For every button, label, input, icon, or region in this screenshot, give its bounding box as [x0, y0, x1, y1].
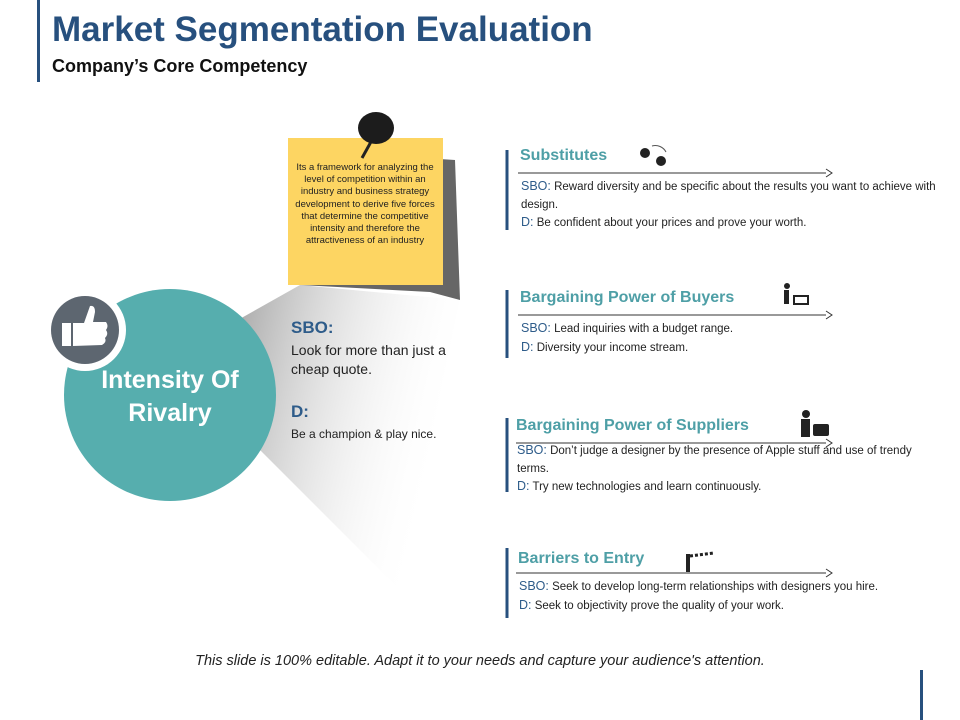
- d-label: D:: [517, 479, 530, 493]
- note-text: Its a framework for analyzing the level …: [295, 162, 435, 247]
- sbo-line: SBO: Reward diversity and be specific ab…: [521, 178, 941, 214]
- footer: This slide is 100% editable. Adapt it to…: [195, 653, 765, 669]
- sbo-label: SBO:: [521, 321, 551, 335]
- d-text: Diversity your income stream.: [536, 341, 689, 354]
- footer-bar: [920, 670, 923, 720]
- sbo-label: SBO:: [517, 443, 547, 457]
- sbo-line: SBO: Lead inquiries with a budget range.: [521, 320, 941, 339]
- sbo-label: SBO:: [519, 579, 549, 593]
- d-label: D:: [519, 597, 532, 612]
- d-line: D: Be confident about your prices and pr…: [521, 214, 941, 233]
- sbo-text: Reward diversity and be specific about t…: [521, 181, 936, 211]
- sbo-label: SBO:: [521, 179, 551, 193]
- text: Look for more than just a cheap quote.: [291, 342, 446, 377]
- d-label: D:: [521, 215, 534, 229]
- d-label: D:: [521, 339, 534, 354]
- force-text: SBO: Seek to develop long-term relations…: [519, 578, 939, 615]
- force-text: SBO: Don’t judge a designer by the prese…: [517, 442, 937, 497]
- thumb-hand: [73, 305, 108, 346]
- pushpin: [358, 112, 394, 144]
- subtitle: Company’s Core Competency: [52, 56, 308, 76]
- force-title: Barriers to Entry: [518, 550, 645, 567]
- sbo-text: Lead inquiries with a budget range.: [554, 323, 734, 335]
- sbo-line: SBO: Seek to develop long-term relations…: [519, 578, 939, 597]
- force-text: SBO: Lead inquiries with a budget range.…: [521, 320, 941, 357]
- force-title: Bargaining Power of Buyers: [520, 289, 735, 306]
- force-title: Bargaining Power of Suppliers: [516, 417, 749, 434]
- d-line: D: Try new technologies and learn contin…: [517, 478, 937, 497]
- thumb-cuff: [62, 323, 71, 346]
- force-title: Substitutes: [520, 147, 608, 164]
- note-paper: [288, 138, 443, 285]
- d-text: Try new technologies and learn continuou…: [532, 481, 762, 493]
- d-line: D: Diversity your income stream.: [521, 339, 941, 358]
- text: Be a champion & play nice.: [291, 427, 437, 441]
- d-text: Be confident about your prices and prove…: [536, 217, 807, 229]
- d-line: D: Seek to objectivity prove the quality…: [519, 597, 939, 616]
- sbo-text: Seek to develop long-term relationships …: [552, 581, 879, 593]
- d-text: Seek to objectivity prove the quality of…: [534, 599, 784, 612]
- sbo-line: SBO: Don’t judge a designer by the prese…: [517, 442, 937, 478]
- label: D:: [291, 402, 309, 421]
- center-d: D: Be a champion & play nice.: [291, 402, 481, 444]
- force-text: SBO: Reward diversity and be specific ab…: [521, 178, 941, 233]
- icons: [640, 145, 829, 572]
- shadow: [220, 285, 460, 590]
- title-bar: [37, 0, 40, 82]
- label: SBO:: [291, 318, 334, 337]
- sbo-text: Don’t judge a designer by the presence o…: [517, 445, 912, 475]
- center-sbo: SBO: Look for more than just a cheap quo…: [291, 318, 481, 379]
- force-arrows: [516, 168, 833, 578]
- circle-label: Intensity Of Rivalry: [101, 366, 239, 427]
- title: Market Segmentation Evaluation: [52, 10, 593, 49]
